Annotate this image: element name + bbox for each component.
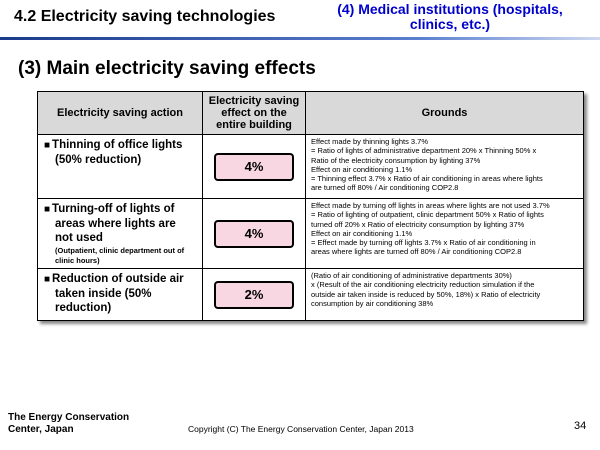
header-subtitle-line2: clinics, etc.) bbox=[409, 16, 491, 32]
grounds-line: Effect on air conditioning 1.1% bbox=[311, 228, 413, 238]
header-effect: Electricity saving effect on the entire … bbox=[202, 91, 306, 135]
table-header-row: Electricity saving action Electricity sa… bbox=[37, 91, 584, 135]
header-effect-line2: effect on the bbox=[221, 107, 287, 119]
footer-organization: The Energy Conservation Center, Japan bbox=[8, 412, 129, 436]
footer-copyright: Copyright (C) The Energy Conservation Ce… bbox=[188, 424, 414, 434]
grounds-line: = Thinning effect 3.7% x Ratio of air co… bbox=[311, 174, 543, 184]
header-action: Electricity saving action bbox=[37, 91, 203, 135]
footer-org-line2: Center, Japan bbox=[8, 424, 74, 435]
action-line: Turning-off of lights of bbox=[52, 203, 175, 215]
grounds-line: Effect on air conditioning 1.1% bbox=[311, 164, 413, 174]
effects-table: Electricity saving action Electricity sa… bbox=[37, 91, 584, 321]
grounds-line: = Ratio of lighting of outpatient, clini… bbox=[311, 210, 544, 220]
action-line: reduction) bbox=[55, 302, 112, 314]
effect-cell: 4% bbox=[202, 134, 306, 199]
bullet-square-icon: ■ bbox=[44, 204, 51, 215]
action-cell: ■ Turning-off of lights of areas where li… bbox=[37, 198, 203, 269]
effect-value: 4% bbox=[214, 219, 294, 248]
grounds-line: Ratio of the electricity consumption by … bbox=[311, 155, 481, 165]
page-number: 34 bbox=[574, 420, 587, 432]
grounds-line: areas where lights are turned off 80% / … bbox=[311, 247, 522, 257]
footer-org-line1: The Energy Conservation bbox=[8, 412, 130, 423]
grounds-line: consumption by air conditioning 38% bbox=[311, 298, 434, 308]
grounds-line: turned off 20% x Ratio of electricity co… bbox=[311, 219, 525, 229]
grounds-cell: Effect made by turning off lights in are… bbox=[305, 198, 584, 269]
header-subtitle: (4) Medical institutions (hospitals, cli… bbox=[305, 2, 595, 32]
grounds-line: Effect made by turning off lights in are… bbox=[311, 201, 550, 210]
action-line: Reduction of outside air bbox=[52, 273, 184, 285]
header-effect-line1: Electricity saving bbox=[208, 95, 300, 107]
grounds-line: (Ratio of air conditioning of administra… bbox=[311, 271, 512, 280]
table-row: ■ Reduction of outside air taken inside (… bbox=[37, 268, 584, 321]
header-subtitle-line1: (4) Medical institutions (hospitals, bbox=[337, 1, 563, 17]
grounds-line: = Effect made by turning off lights 3.7%… bbox=[311, 238, 536, 248]
grounds-line: x (Result of the air conditioning electr… bbox=[311, 280, 535, 290]
action-line: not used bbox=[55, 232, 103, 244]
section-title: (3) Main electricity saving effects bbox=[18, 58, 316, 79]
bullet-square-icon: ■ bbox=[44, 140, 51, 151]
effect-value: 4% bbox=[214, 152, 294, 181]
table-row: ■ Thinning of office lights (50% reductio… bbox=[37, 134, 584, 199]
effect-cell: 4% bbox=[202, 198, 306, 269]
action-line: taken inside (50% bbox=[55, 288, 152, 300]
grounds-line: = Ratio of lights of administrative depa… bbox=[311, 146, 537, 156]
header-grounds: Grounds bbox=[305, 91, 584, 135]
action-note: (Outpatient, clinic department out of cl… bbox=[55, 246, 185, 265]
action-cell: ■ Reduction of outside air taken inside (… bbox=[37, 268, 203, 321]
grounds-line: outside air taken inside is reduced by 5… bbox=[311, 289, 541, 299]
grounds-cell: Effect made by thinning lights 3.7% = Ra… bbox=[305, 134, 584, 199]
header-divider bbox=[0, 37, 600, 40]
action-line: Thinning of office lights bbox=[52, 139, 183, 151]
action-line: (50% reduction) bbox=[55, 154, 142, 166]
grounds-line: Effect made by thinning lights 3.7% bbox=[311, 137, 429, 146]
action-cell: ■ Thinning of office lights (50% reductio… bbox=[37, 134, 203, 199]
bullet-square-icon: ■ bbox=[44, 274, 51, 285]
action-line: areas where lights are bbox=[55, 218, 176, 230]
grounds-line: are turned off 80% / Air conditioning CO… bbox=[311, 183, 459, 193]
table-row: ■ Turning-off of lights of areas where li… bbox=[37, 198, 584, 269]
header-title: 4.2 Electricity saving technologies bbox=[14, 8, 276, 25]
header-effect-line3: entire building bbox=[216, 119, 292, 131]
effect-cell: 2% bbox=[202, 268, 306, 321]
effect-value: 2% bbox=[214, 280, 294, 309]
grounds-cell: (Ratio of air conditioning of administra… bbox=[305, 268, 584, 321]
